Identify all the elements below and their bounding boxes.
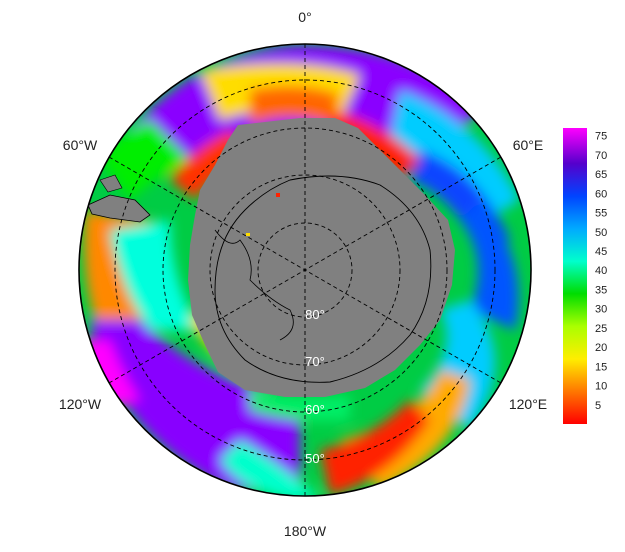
antarctica-landmass bbox=[188, 118, 455, 397]
colorbar-tick-label: 75 bbox=[595, 131, 607, 143]
lon-label-lower-left: 120°W bbox=[59, 396, 102, 412]
colorbar-tick-label: 35 bbox=[595, 284, 607, 296]
colorbar-tick-label: 25 bbox=[595, 323, 607, 335]
colorbar-tick-label: 60 bbox=[595, 188, 607, 200]
colorbar: 75 70 65 60 55 50 45 40 35 30 25 20 15 10 5 bbox=[563, 128, 607, 424]
lat-label-70: 70° bbox=[305, 354, 325, 369]
colorbar-tick-label: 5 bbox=[595, 400, 601, 412]
graticule bbox=[108, 44, 502, 496]
lon-label-upper-right: 60°E bbox=[513, 137, 544, 153]
colorbar-tick-label: 50 bbox=[595, 227, 607, 239]
lon-label-bottom: 180°W bbox=[284, 523, 327, 539]
map-border bbox=[78, 43, 532, 497]
colorbar-tick-label: 15 bbox=[595, 361, 607, 373]
colorbar-gradient bbox=[563, 128, 587, 424]
lon-label-lower-right: 120°E bbox=[509, 396, 547, 412]
lat-label-50: 50° bbox=[305, 451, 325, 466]
colorbar-tick-label: 45 bbox=[595, 246, 607, 258]
colorbar-tick-label: 20 bbox=[595, 342, 607, 354]
lat-label-80: 80° bbox=[305, 307, 325, 322]
lon-label-top: 0° bbox=[298, 9, 311, 25]
colorbar-tick-label: 65 bbox=[595, 169, 607, 181]
colorbar-tick-label: 30 bbox=[595, 304, 607, 316]
colorbar-tick-label: 70 bbox=[595, 150, 607, 162]
colorbar-tick-label: 10 bbox=[595, 381, 607, 393]
colorbar-ticks: 75 70 65 60 55 50 45 40 35 30 25 20 15 10 5 bbox=[595, 131, 607, 412]
colorbar-tick-label: 40 bbox=[595, 265, 607, 277]
lon-label-upper-left: 60°W bbox=[63, 137, 98, 153]
lat-label-60: 60° bbox=[305, 402, 325, 417]
colorbar-tick-label: 55 bbox=[595, 208, 607, 220]
